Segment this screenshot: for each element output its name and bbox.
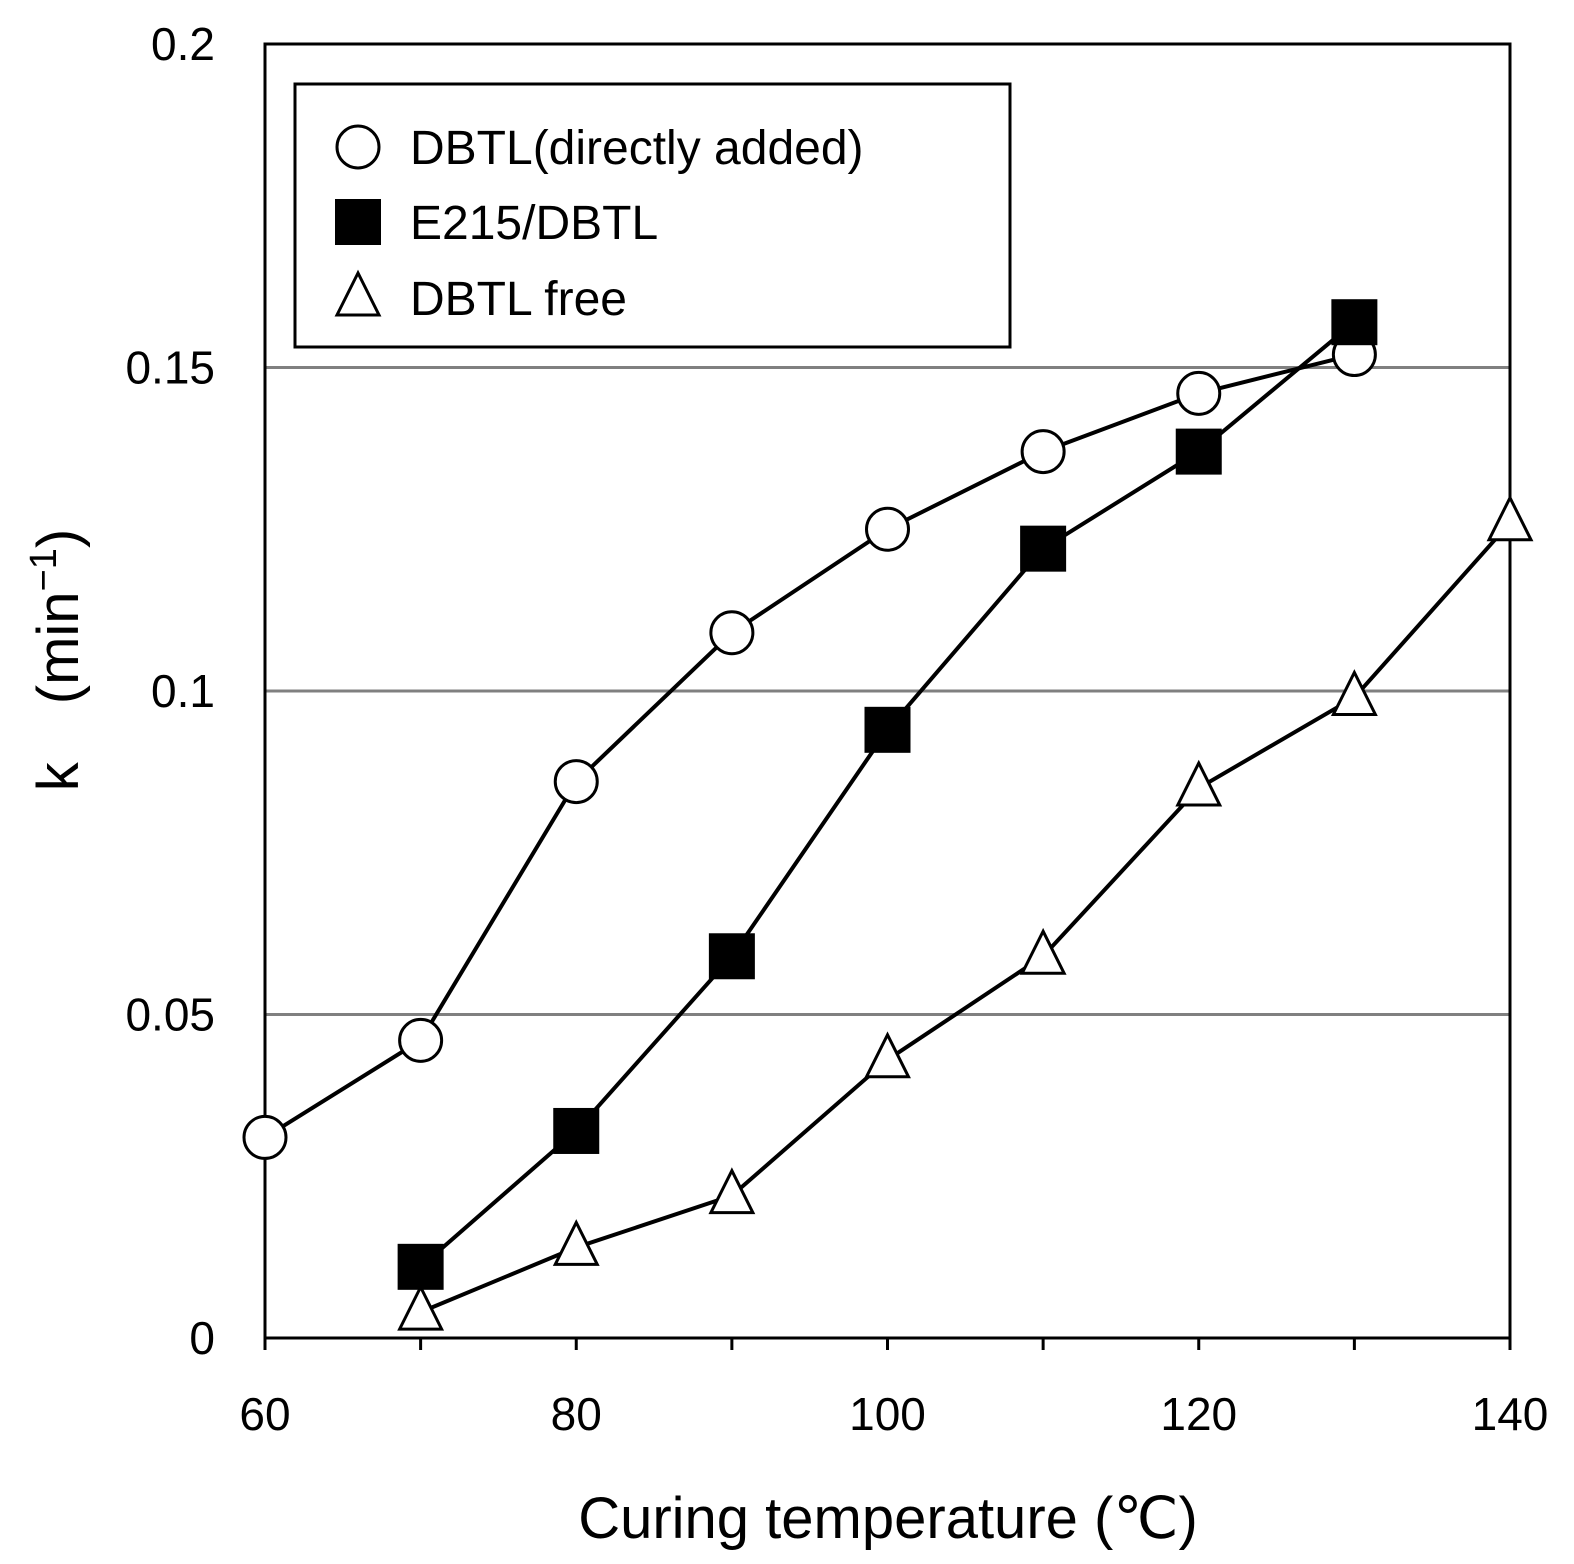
legend-item: DBTL(directly added) [335,122,864,175]
data-point [398,1017,444,1063]
series-2 [397,494,1534,1331]
series-line [419,521,1512,1314]
tick-labels: 60 80 100 120 140 0 0.05 0.1 0.15 0.2 [125,18,1548,1440]
data-point [864,706,911,753]
data-point [1330,669,1378,716]
data-point [1175,759,1223,807]
data-point [709,610,755,656]
y-tick-label: 0 [189,1312,215,1364]
gridlines [265,366,1510,1016]
legend-item: E215/DBTL [335,197,658,250]
data-point [1020,525,1067,572]
x-tick-label: 80 [551,1388,602,1440]
x-tick-label: 120 [1160,1388,1237,1440]
legend-box [293,82,1012,349]
y-axis-title-text: k (min−1) [23,529,91,791]
series-layer [242,299,1534,1331]
x-tick-label: 100 [849,1388,926,1440]
y-axis-title-close: ) [26,529,91,548]
x-tick-label: 60 [239,1388,290,1440]
data-point [553,1107,600,1154]
y-tick-label: 0.05 [125,989,215,1041]
data-point [1175,428,1222,475]
y-axis-title-main: k (min [26,591,91,791]
data-point [864,1031,911,1079]
data-point [1019,927,1067,975]
data-point [1331,299,1378,346]
axis-ticks [263,1338,1512,1350]
x-tick-label: 140 [1472,1388,1549,1440]
data-point [553,759,599,805]
data-point [397,1283,445,1331]
legend-label: E215/DBTL [410,197,658,250]
data-point [708,933,755,980]
data-point [865,506,910,552]
legend-marker [335,124,381,170]
legend-label: DBTL(directly added) [410,122,864,175]
data-point [1020,429,1066,475]
x-axis-title: Curing temperature (℃) [578,1486,1198,1551]
series-1 [397,299,1378,1290]
legend: DBTL(directly added) E215/DBTL DBTL free [293,82,1012,349]
y-tick-label: 0.15 [125,342,215,394]
legend-items: DBTL(directly added) E215/DBTL DBTL free [334,122,864,326]
y-tick-label: 0.1 [151,665,215,717]
y-axis-title-sup: −1 [23,548,65,591]
data-point [397,1243,444,1290]
legend-marker [334,269,382,317]
data-point [1486,494,1534,542]
legend-item: DBTL free [334,269,627,326]
data-point [242,1114,288,1160]
legend-label: DBTL free [410,273,627,326]
data-point [552,1219,600,1266]
data-point [708,1167,756,1215]
y-axis-title: k (min−1) [23,529,91,791]
y-tick-label: 0.2 [151,18,215,70]
series-line [263,352,1355,1140]
legend-marker [335,199,381,245]
data-point [1176,370,1222,416]
series-0 [242,332,1377,1160]
